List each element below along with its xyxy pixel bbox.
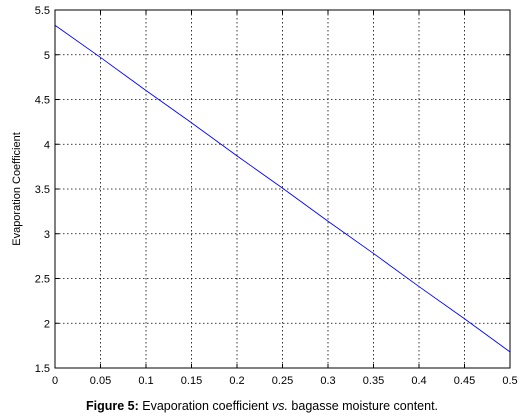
caption-text-after: bagasse moisture content.	[287, 399, 439, 413]
x-tick-label: 0	[52, 375, 58, 387]
y-tick-label: 4.5	[35, 95, 50, 107]
y-tick-label: 4	[44, 139, 50, 151]
y-tick-label: 5	[44, 50, 50, 62]
series-layer	[54, 24, 511, 353]
grid	[55, 10, 510, 368]
x-tick-label: 0.2	[229, 375, 244, 387]
y-tick-label: 3.5	[35, 184, 50, 196]
x-tick-label: 0.1	[138, 375, 153, 387]
y-tick-labels: 1.5 2 2.5 3 3.5 4 4.5 5 5.5	[35, 5, 50, 375]
caption-text-before: Evaporation coefficient	[138, 399, 272, 413]
y-tick-label: 2	[44, 318, 50, 330]
chart: 0 0.05 0.1 0.15 0.2 0.25 0.3 0.35 0.4 0.45 0.5 1.5…	[11, 5, 518, 387]
x-tick-label: 0.15	[181, 375, 202, 387]
y-tick-label: 5.5	[35, 5, 50, 17]
x-tick-label: 0.25	[272, 375, 293, 387]
x-tick-label: 0.45	[454, 375, 475, 387]
figure-caption: Figure 5: Evaporation coefficient vs. ba…	[0, 399, 524, 413]
x-tick-label: 0.4	[411, 375, 426, 387]
series-line	[54, 24, 511, 353]
x-tick-label: 0.3	[320, 375, 335, 387]
x-tick-labels: 0 0.05 0.1 0.15 0.2 0.25 0.3 0.35 0.4 0.45 0.5	[52, 375, 518, 387]
caption-italic: vs.	[271, 399, 288, 413]
x-tick-label: 0.35	[363, 375, 384, 387]
y-tick-label: 3	[44, 229, 50, 241]
x-tick-label: 0.05	[90, 375, 111, 387]
figure-label: Figure 5:	[85, 399, 139, 413]
ticks	[54, 9, 511, 369]
x-tick-label: 0.5	[502, 375, 517, 387]
y-tick-label: 1.5	[35, 363, 50, 375]
y-axis-label: Evaporation Coefficient	[11, 132, 23, 246]
y-tick-label: 2.5	[35, 274, 50, 286]
